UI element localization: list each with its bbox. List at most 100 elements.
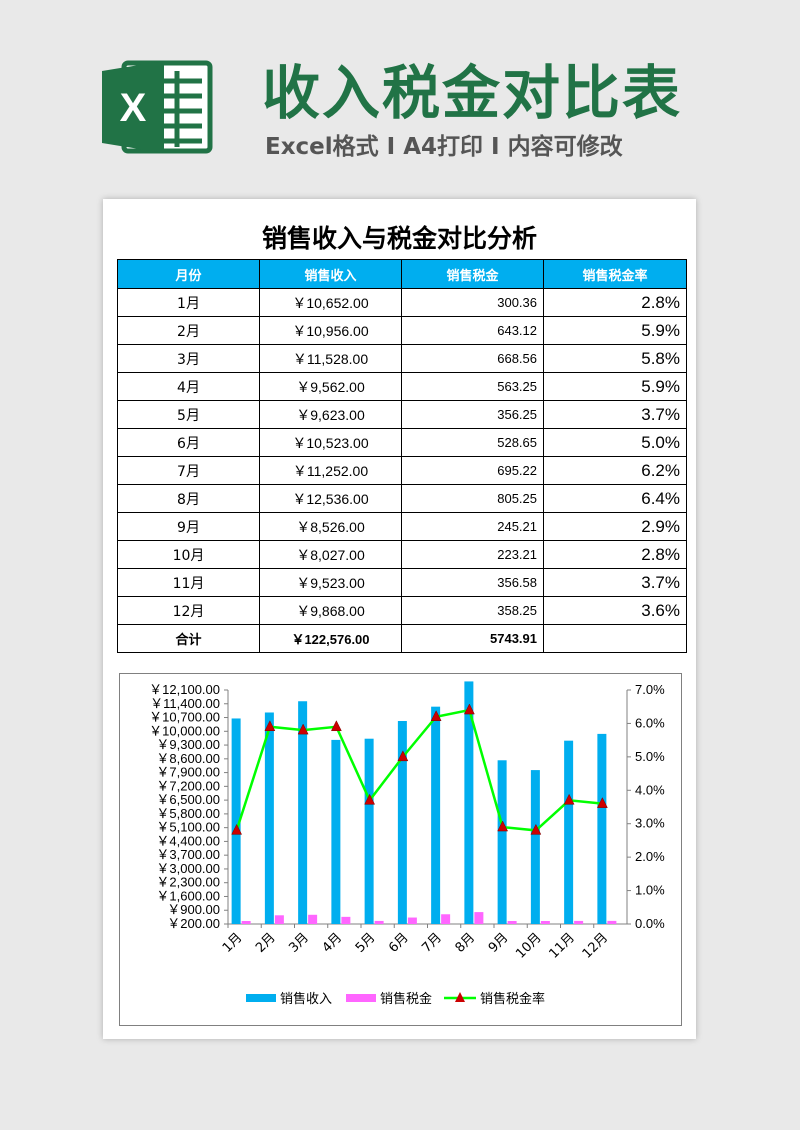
cell-tax: 300.36	[401, 288, 544, 317]
line-point-tax-rate	[264, 720, 276, 732]
y-right-tick-label: 1.0%	[635, 883, 665, 898]
cell-month: 12月	[117, 596, 260, 625]
line-point-tax-rate	[530, 823, 542, 835]
total-label: 合计	[117, 624, 260, 653]
y-left-tick-label: ￥3,000.00	[156, 861, 220, 876]
legend-label-tax: 销售税金	[380, 991, 432, 1007]
y-left-tick-label: ￥6,500.00	[156, 792, 220, 807]
cell-revenue: ￥8,526.00	[259, 512, 402, 541]
cell-rate: 2.9%	[543, 512, 687, 541]
table-header-row: 月份 销售收入 销售税金 销售税金率	[117, 259, 687, 289]
legend-label-rate: 销售税金率	[480, 991, 545, 1007]
cell-rate: 5.0%	[543, 428, 687, 457]
table-row: 7月 ￥11,252.00 695.22 6.2%	[117, 456, 687, 485]
line-point-tax-rate	[497, 820, 509, 832]
cell-month: 8月	[117, 484, 260, 513]
x-tick-label: 1月	[220, 930, 246, 956]
document-sheet: 销售收入与税金对比分析 月份 销售收入 销售税金 销售税金率 1月 ￥10,652…	[103, 199, 696, 1039]
y-left-tick-label: ￥5,800.00	[156, 806, 220, 821]
line-point-tax-rate	[463, 703, 475, 715]
bar-tax	[474, 912, 484, 924]
cell-revenue: ￥9,562.00	[259, 372, 402, 401]
col-header-rate: 销售税金率	[543, 259, 687, 289]
page-title: 收入税金对比表	[262, 59, 683, 127]
y-left-tick-label: ￥3,700.00	[156, 847, 220, 862]
table-row: 9月 ￥8,526.00 245.21 2.9%	[117, 512, 687, 541]
y-right-tick-label: 7.0%	[635, 682, 665, 697]
y-right-tick-label: 4.0%	[635, 782, 665, 797]
cell-rate: 5.8%	[543, 344, 687, 373]
bar-tax	[308, 914, 318, 924]
y-left-tick-label: ￥7,900.00	[156, 765, 220, 780]
col-header-tax: 销售税金	[401, 259, 544, 289]
table-row: 12月 ￥9,868.00 358.25 3.6%	[117, 596, 687, 625]
bar-tax	[574, 920, 584, 924]
y-right-tick-label: 5.0%	[635, 749, 665, 764]
table-row: 4月 ￥9,562.00 563.25 5.9%	[117, 372, 687, 401]
x-tick-label: 10月	[513, 930, 544, 961]
legend-label-revenue: 销售收入	[280, 991, 332, 1007]
y-left-tick-label: ￥5,100.00	[156, 820, 220, 835]
y-left-tick-label: ￥4,400.00	[156, 833, 220, 848]
bar-tax	[241, 921, 251, 924]
table-row: 5月 ￥9,623.00 356.25 3.7%	[117, 400, 687, 429]
cell-rate: 2.8%	[543, 540, 687, 569]
bar-tax	[374, 920, 384, 924]
cell-revenue: ￥10,652.00	[259, 288, 402, 317]
x-tick-label: 7月	[419, 930, 445, 956]
cell-revenue: ￥9,868.00	[259, 596, 402, 625]
cell-month: 1月	[117, 288, 260, 317]
chart-svg: ￥200.00￥900.00￥1,600.00￥2,300.00￥3,000.0…	[149, 681, 665, 1007]
bar-tax	[607, 920, 617, 924]
y-left-tick-label: ￥12,100.00	[149, 682, 220, 697]
line-point-tax-rate	[231, 823, 243, 835]
table-total-row: 合计 ￥122,576.00 5743.91	[117, 624, 687, 653]
y-left-tick-label: ￥10,700.00	[149, 710, 220, 725]
cell-rate: 6.4%	[543, 484, 687, 513]
bar-revenue	[530, 770, 540, 924]
bar-tax	[540, 921, 550, 924]
cell-month: 5月	[117, 400, 260, 429]
excel-logo-icon: X	[102, 60, 213, 154]
bar-revenue	[564, 740, 574, 924]
x-tick-label: 8月	[453, 930, 479, 956]
legend-swatch-revenue	[246, 994, 276, 1002]
cell-revenue: ￥11,252.00	[259, 456, 402, 485]
cell-tax: 356.25	[401, 400, 544, 429]
sheet-title: 销售收入与税金对比分析	[261, 224, 537, 253]
bar-revenue	[464, 681, 474, 924]
bar-revenue	[597, 733, 607, 924]
line-point-tax-rate	[364, 793, 376, 805]
cell-tax: 245.21	[401, 512, 544, 541]
cell-revenue: ￥11,528.00	[259, 344, 402, 373]
y-left-tick-label: ￥11,400.00	[150, 696, 220, 711]
x-tick-label: 5月	[353, 930, 379, 956]
y-left-tick-label: ￥7,200.00	[156, 778, 220, 793]
cell-revenue: ￥12,536.00	[259, 484, 402, 513]
y-left-tick-label: ￥2,300.00	[156, 875, 220, 890]
total-rate	[543, 624, 687, 653]
page-subtitle: Excel格式 Ⅰ A4打印 Ⅰ 内容可修改	[265, 134, 623, 160]
cell-tax: 223.21	[401, 540, 544, 569]
y-left-tick-label: ￥200.00	[167, 916, 220, 931]
cell-month: 4月	[117, 372, 260, 401]
bar-revenue	[264, 712, 274, 924]
y-right-tick-label: 2.0%	[635, 849, 665, 864]
bar-revenue	[298, 701, 308, 924]
cell-rate: 2.8%	[543, 288, 687, 317]
cell-month: 6月	[117, 428, 260, 457]
total-tax: 5743.91	[401, 624, 544, 653]
cell-rate: 3.7%	[543, 568, 687, 597]
y-left-tick-label: ￥900.00	[167, 902, 220, 917]
y-right-tick-label: 3.0%	[635, 816, 665, 831]
bar-tax	[407, 917, 417, 924]
cell-rate: 3.7%	[543, 400, 687, 429]
y-left-tick-label: ￥10,000.00	[149, 723, 220, 738]
cell-tax: 668.56	[401, 344, 544, 373]
cell-revenue: ￥8,027.00	[259, 540, 402, 569]
table-row: 3月 ￥11,528.00 668.56 5.8%	[117, 344, 687, 373]
table-row: 2月 ￥10,956.00 643.12 5.9%	[117, 316, 687, 345]
cell-month: 7月	[117, 456, 260, 485]
cell-month: 10月	[117, 540, 260, 569]
excel-logo-letter: X	[120, 86, 147, 130]
